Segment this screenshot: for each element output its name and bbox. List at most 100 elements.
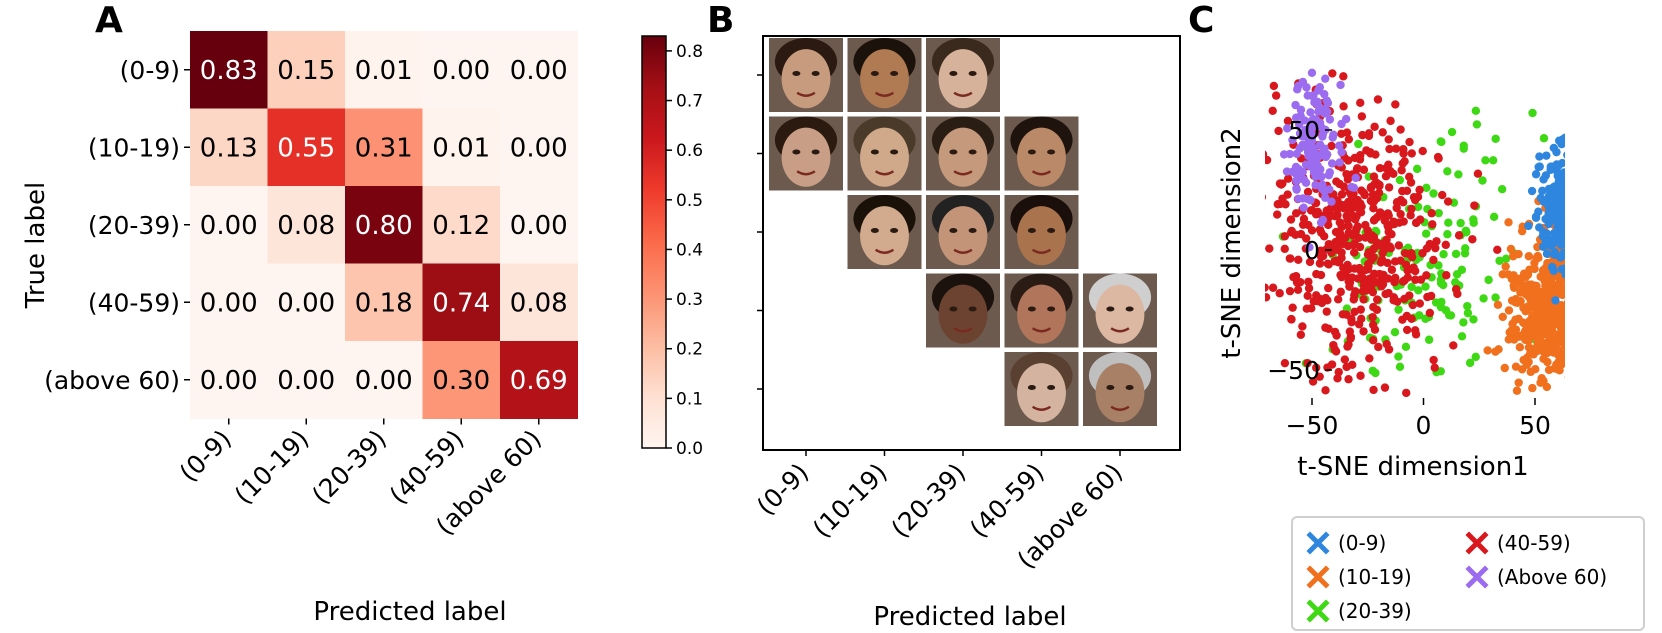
tsne-point [1298, 322, 1307, 331]
tsne-point [1286, 254, 1295, 263]
heatmap-cell-label: 0.08 [277, 211, 335, 241]
tsne-point [1577, 351, 1585, 359]
tsne-point [1543, 294, 1552, 303]
tsne-point [1398, 315, 1407, 324]
tsne-point [1318, 251, 1328, 261]
tsne-point [1581, 157, 1589, 165]
tsne-point [1564, 218, 1565, 222]
tsne-point [1566, 318, 1574, 326]
tsne-point [1582, 197, 1590, 205]
tsne-ytick-label: 0 [1304, 236, 1320, 265]
tsne-point [1311, 172, 1320, 181]
tsne-point [1566, 235, 1574, 243]
tsne-point [1589, 241, 1597, 249]
tsne-point [1579, 302, 1587, 310]
tsne-point [1364, 131, 1374, 141]
heatmap-ytick-label: (0-9) [120, 56, 180, 85]
tsne-point [1302, 304, 1311, 313]
tsne-point [1370, 325, 1380, 334]
tsne-point [1524, 221, 1533, 231]
tsne-point [1405, 137, 1414, 147]
tsne-point [1296, 111, 1305, 120]
tsne-point [1576, 263, 1584, 271]
tsne-point [1586, 322, 1594, 330]
tsne-point [1413, 202, 1423, 212]
tsne-point [1537, 310, 1547, 319]
tsne-point [1550, 307, 1560, 316]
tsne-point [1287, 315, 1296, 324]
tsne-point [1596, 328, 1604, 336]
tsne-point [1570, 209, 1578, 217]
tsne-point [1573, 177, 1581, 185]
face-grid: (0-9)(10-19)(20-39)(40-59)(above 60) [751, 35, 1181, 574]
tsne-ytick-label: 50 [1288, 116, 1320, 145]
heatmap-xtick-label: (20-39) [306, 424, 392, 510]
tsne-point [1400, 249, 1410, 258]
tsne-point [1438, 190, 1447, 200]
tsne-point [1566, 299, 1574, 307]
tsne-point [1265, 293, 1271, 302]
heatmap-cell-label: 0.00 [510, 133, 568, 163]
tsne-point [1463, 308, 1473, 318]
tsne-point [1570, 296, 1578, 304]
tsne-point [1568, 266, 1576, 274]
tsne-point [1576, 236, 1584, 244]
tsne-point [1549, 266, 1558, 276]
tsne-point [1534, 253, 1543, 263]
tsne-point [1412, 164, 1422, 174]
tsne-point [1349, 240, 1358, 250]
tsne-point [1463, 301, 1472, 311]
tsne-point [1527, 186, 1537, 196]
tsne-point [1334, 141, 1344, 150]
tsne-point [1569, 311, 1577, 319]
tsne-point [1398, 277, 1408, 286]
tsne-point [1283, 116, 1293, 126]
tsne-point [1371, 368, 1380, 378]
tsne-point [1528, 318, 1537, 328]
tsne-point [1315, 118, 1325, 128]
tsne-point [1395, 175, 1405, 185]
tsne-point [1325, 115, 1335, 124]
tsne-point [1430, 363, 1439, 372]
tsne-point [1576, 252, 1584, 260]
tsne-point [1376, 209, 1386, 218]
tsne-point [1412, 218, 1421, 228]
tsne-point [1564, 347, 1565, 350]
tsne-point [1587, 184, 1595, 192]
heatmap-cell-label: 0.30 [432, 366, 490, 396]
tsne-point [1342, 362, 1351, 372]
tsne-point [1569, 306, 1577, 314]
tsne-point [1584, 300, 1592, 308]
tsne-point [1504, 218, 1513, 227]
tsne-point [1459, 318, 1468, 327]
tsne-point [1534, 162, 1543, 172]
tsne-point [1571, 243, 1579, 251]
heatmap-cell-label: 0.00 [200, 211, 258, 241]
tsne-point [1473, 169, 1483, 178]
tsne-point [1488, 156, 1498, 165]
tsne-point [1384, 211, 1393, 220]
tsne-point [1568, 180, 1576, 188]
heatmap-cell [345, 108, 423, 187]
tsne-point [1274, 126, 1283, 136]
tsne-point [1368, 272, 1378, 281]
tsne-point [1418, 146, 1427, 156]
tsne-point [1566, 354, 1574, 362]
tsne-point [1528, 108, 1537, 118]
heatmap-xtick-label: (0-9) [174, 424, 237, 487]
tsne-point [1561, 187, 1565, 197]
tsne-point [1491, 134, 1500, 143]
tsne-point [1528, 311, 1537, 321]
tsne-point [1489, 212, 1499, 222]
colorbar-tick-label: 0.2 [676, 340, 703, 360]
tsne-point [1370, 122, 1379, 131]
tsne-point [1572, 232, 1580, 240]
tsne-point [1591, 235, 1599, 243]
tsne-point [1562, 341, 1565, 350]
tsne-point [1564, 136, 1565, 142]
tsne-point [1564, 321, 1565, 327]
tsne-point [1550, 250, 1559, 259]
tsne-point [1311, 210, 1321, 219]
face-thumbnail [1004, 195, 1079, 269]
colorbar-gradient [641, 35, 667, 449]
